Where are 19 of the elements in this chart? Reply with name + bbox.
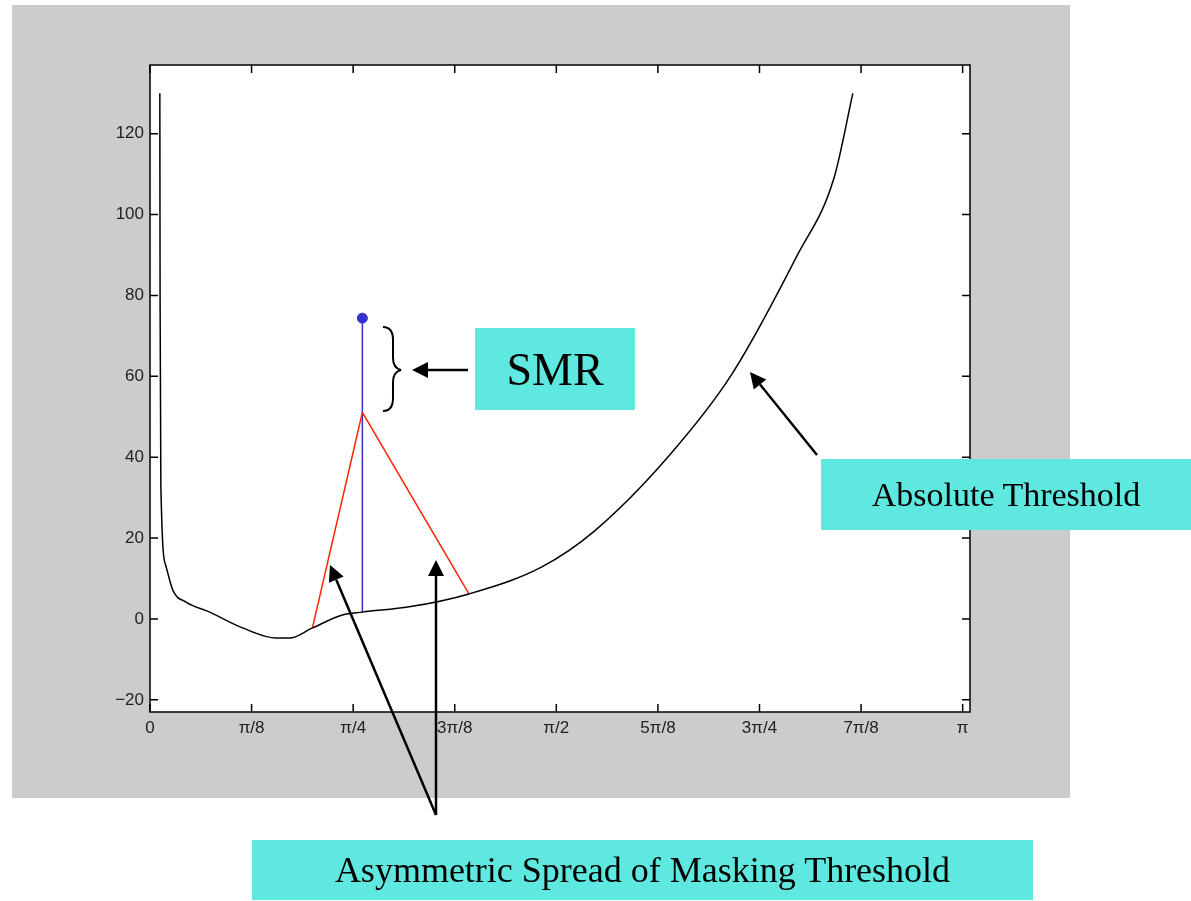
y-tick-label: 120 <box>115 123 144 143</box>
x-tick-label: 7π/8 <box>843 717 879 737</box>
y-tick-label: 100 <box>115 204 144 224</box>
y-tick-label: 80 <box>125 285 144 305</box>
x-tick-label: 5π/8 <box>640 717 676 737</box>
y-tick-label: 0 <box>134 608 144 628</box>
x-tick-label: π/2 <box>543 717 570 737</box>
x-tick-label: 3π/8 <box>437 717 473 737</box>
y-tick-label: −20 <box>115 689 144 709</box>
x-tick-label: 3π/4 <box>741 717 778 737</box>
annotation: Absolute Threshold <box>821 459 1191 530</box>
y-tick-label: 40 <box>125 446 144 466</box>
text: Asymmetric Spread of Masking Threshold <box>252 840 1033 900</box>
x-tick-label: π/8 <box>238 717 265 737</box>
y-tick-label: 20 <box>125 527 144 547</box>
y-tick-label: 60 <box>125 366 144 386</box>
x-tick-label: π <box>956 717 969 737</box>
x-tick-label: π/4 <box>340 717 367 737</box>
annotation: SMR <box>475 328 635 410</box>
